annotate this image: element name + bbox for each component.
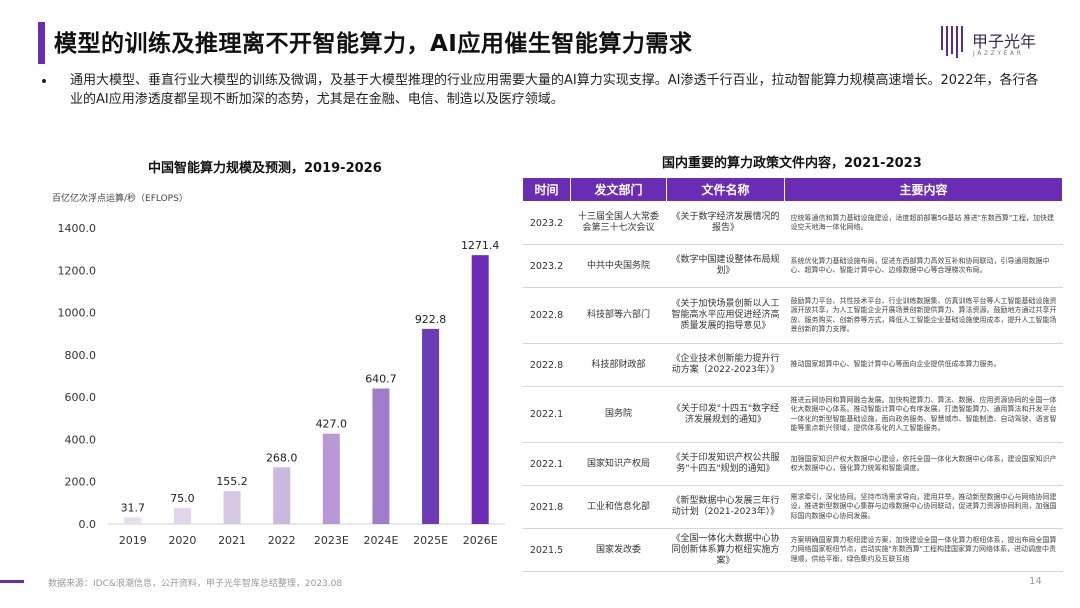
- cell-doc: 《关于印发"十四五"数字经济发展规划的通知》: [666, 386, 785, 443]
- data-label: 268.0: [266, 451, 298, 464]
- data-label: 155.2: [216, 475, 248, 488]
- cell-content: 推进云网协同和算网融合发展。加快构建算力、算法、数据、应用资源协同的全国一体化大…: [784, 386, 1063, 443]
- table-row: 2021.5 国家发改委 《全国一体化大数据中心协同创新体系算力枢纽实施方案》 …: [522, 528, 1063, 572]
- cell-content: 方案明确国家算力枢纽建设方案，加快建设全国一体化算力枢纽体系，提出布局全国算力网…: [784, 528, 1063, 572]
- header-time: 时间: [522, 177, 571, 202]
- cell-time: 2023.2: [522, 201, 571, 245]
- cell-doc: 《全国一体化大数据中心协同创新体系算力枢纽实施方案》: [666, 528, 785, 572]
- data-label: 922.8: [415, 313, 447, 326]
- x-tick-label: 2022: [268, 534, 296, 547]
- cell-dept: 国家发改委: [570, 528, 667, 572]
- table-row: 2023.2 十三届全国人大常委会第三十七次会议 《关于数字经济发展情况的报告》…: [522, 201, 1063, 245]
- y-tick-label: 400.0: [65, 433, 97, 446]
- footer-accent-line: [0, 580, 24, 583]
- bar: [372, 388, 390, 524]
- chart-title: 中国智能算力规模及预测，2019-2026: [148, 161, 382, 176]
- table-row: 2023.2 中共中央国务院 《数字中国建设整体布局规划》 系统优化算力基础设施…: [522, 244, 1063, 288]
- cell-dept: 十三届全国人大常委会第三十七次会议: [570, 201, 667, 245]
- y-tick-label: 1200.0: [58, 264, 97, 277]
- page-title: 模型的训练及推理离不开智能算力，AI应用催生智能算力需求: [54, 31, 693, 57]
- cell-time: 2023.2: [522, 244, 571, 288]
- cell-dept: 科技部财政部: [570, 343, 667, 387]
- table-row: 2022.8 科技部财政部 《企业技术创新能力提升行动方案（2022-2023年…: [522, 343, 1063, 387]
- cell-doc: 《关于数字经济发展情况的报告》: [666, 201, 785, 245]
- bullet-icon: [42, 79, 46, 83]
- summary-text: 通用大模型、垂直行业大模型的训练及微调，及基于大模型推理的行业应用需要大量的AI…: [70, 73, 1039, 107]
- bar: [322, 433, 340, 524]
- brand-logo: 甲子光年 JAZZYEAR: [940, 24, 1055, 66]
- cell-time: 2021.8: [522, 485, 571, 529]
- cell-doc: 《新型数据中心发展三年行动计划（2021-2023年）》: [666, 485, 785, 529]
- bar-chart: 0.0 200.0 400.0 600.0 800.0 1000.0 1200.0 1400.…: [58, 222, 505, 547]
- logo-icon: [940, 24, 966, 58]
- cell-dept: 工业和信息化部: [570, 485, 667, 529]
- y-tick-label: 0.0: [79, 518, 97, 531]
- x-tick-label: 2026E: [463, 534, 498, 547]
- data-label: 1271.4: [461, 239, 500, 252]
- table-row: 2021.8 工业和信息化部 《新型数据中心发展三年行动计划（2021-2023…: [522, 485, 1063, 529]
- cell-time: 2022.1: [522, 442, 571, 486]
- logo-name: 甲子光年: [972, 32, 1037, 51]
- header-doc: 文件名称: [666, 177, 785, 202]
- cell-content: 需求牵引，深化协同。坚持市场需求导向，建用并举，推动新型数据中心与网络协同建设，…: [784, 485, 1063, 529]
- y-tick-label: 800.0: [65, 349, 97, 362]
- cell-dept: 科技部等六部门: [570, 287, 667, 344]
- cell-time: 2022.8: [522, 343, 571, 387]
- header-content: 主要内容: [784, 177, 1063, 202]
- data-label: 640.7: [365, 373, 397, 386]
- cell-dept: 国务院: [570, 386, 667, 443]
- x-tick-label: 2023E: [314, 534, 349, 547]
- bar: [422, 328, 440, 524]
- x-tick-label: 2025E: [413, 534, 448, 547]
- x-tick-label: 2020: [168, 534, 196, 547]
- cell-time: 2022.1: [522, 386, 571, 443]
- table-row: 2022.1 国家知识产权局 《关于印发知识产权公共服务"十四五"规划的通知》 …: [522, 442, 1063, 486]
- data-label: 427.0: [316, 418, 348, 431]
- header-dept: 发文部门: [570, 177, 667, 202]
- chart-y-unit: 百亿亿次浮点运算/秒（EFLOPS）: [52, 194, 188, 204]
- x-tick-label: 2019: [119, 534, 147, 547]
- title-accent-bar: [38, 22, 45, 64]
- bar: [173, 508, 191, 524]
- y-tick-label: 600.0: [65, 391, 97, 404]
- table-row: 2022.1 国务院 《关于印发"十四五"数字经济发展规划的通知》 推进云网协同…: [522, 386, 1063, 443]
- bar: [124, 517, 142, 524]
- cell-content: 加强国家知识产权大数据中心建设，依托全国一体化大数据中心体系，建设国家知识产权大…: [784, 442, 1063, 486]
- cell-content: 应统筹通信和算力基础设施建设，适度超前部署5G基站 推进"东数西算"工程，加快建…: [784, 201, 1063, 245]
- bar: [471, 255, 489, 525]
- cell-doc: 《数字中国建设整体布局规划》: [666, 244, 785, 288]
- y-tick-label: 1000.0: [58, 307, 97, 320]
- cell-dept: 中共中央国务院: [570, 244, 667, 288]
- cell-doc: 《企业技术创新能力提升行动方案（2022-2023年）》: [666, 343, 785, 387]
- data-label: 31.7: [121, 501, 146, 514]
- cell-content: 推动国家超算中心、智能计算中心等面向企业提供低成本算力服务。: [784, 343, 1063, 387]
- y-tick-label: 1400.0: [58, 222, 97, 235]
- policy-table: 时间 发文部门 文件名称 主要内容 2023.2 十三届全国人大常委会第三十七次…: [522, 177, 1063, 572]
- bar: [223, 491, 241, 524]
- x-tick-label: 2024E: [363, 534, 398, 547]
- cell-doc: 《关于加快场景创新以人工智能高水平应用促进经济高质量发展的指导意见》: [666, 287, 785, 344]
- cell-doc: 《关于印发知识产权公共服务"十四五"规划的通知》: [666, 442, 785, 486]
- data-label: 75.0: [170, 492, 195, 505]
- table-header-row: 时间 发文部门 文件名称 主要内容: [522, 177, 1063, 202]
- x-tick-label: 2021: [218, 534, 246, 547]
- table-title: 国内重要的算力政策文件内容，2021-2023: [662, 156, 922, 171]
- cell-dept: 国家知识产权局: [570, 442, 667, 486]
- cell-content: 鼓励算力平台、共性技术平台、行业训练数据集、仿真训练平台等人工智能基础设施资源开…: [784, 287, 1063, 344]
- page-number: 14: [1029, 576, 1042, 587]
- cell-time: 2021.5: [522, 528, 571, 572]
- data-source: 数据来源：IDC&浪潮信息，公开资料，甲子光年智库总结整理，2023.08: [48, 579, 343, 589]
- logo-subtitle: JAZZYEAR: [973, 50, 1024, 57]
- table-row: 2022.8 科技部等六部门 《关于加快场景创新以人工智能高水平应用促进经济高质…: [522, 287, 1063, 344]
- y-tick-label: 200.0: [65, 476, 97, 489]
- bar: [273, 467, 291, 524]
- cell-content: 系统优化算力基础设施布局，促进东西部算力高效互补和协同联动，引导通用数据中心、超…: [784, 244, 1063, 288]
- cell-time: 2022.8: [522, 287, 571, 344]
